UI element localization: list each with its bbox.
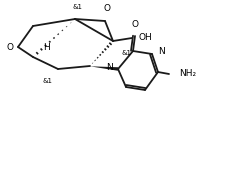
- Text: H: H: [44, 43, 50, 53]
- Text: N: N: [158, 46, 165, 55]
- Text: O: O: [103, 4, 110, 13]
- Text: N: N: [106, 64, 113, 73]
- Text: NH₂: NH₂: [179, 69, 196, 78]
- Text: &1: &1: [122, 50, 132, 56]
- Polygon shape: [90, 66, 118, 71]
- Text: OH: OH: [139, 33, 153, 42]
- Text: O: O: [131, 20, 138, 29]
- Text: &1: &1: [43, 78, 53, 84]
- Text: O: O: [7, 42, 14, 52]
- Text: &1: &1: [73, 4, 83, 10]
